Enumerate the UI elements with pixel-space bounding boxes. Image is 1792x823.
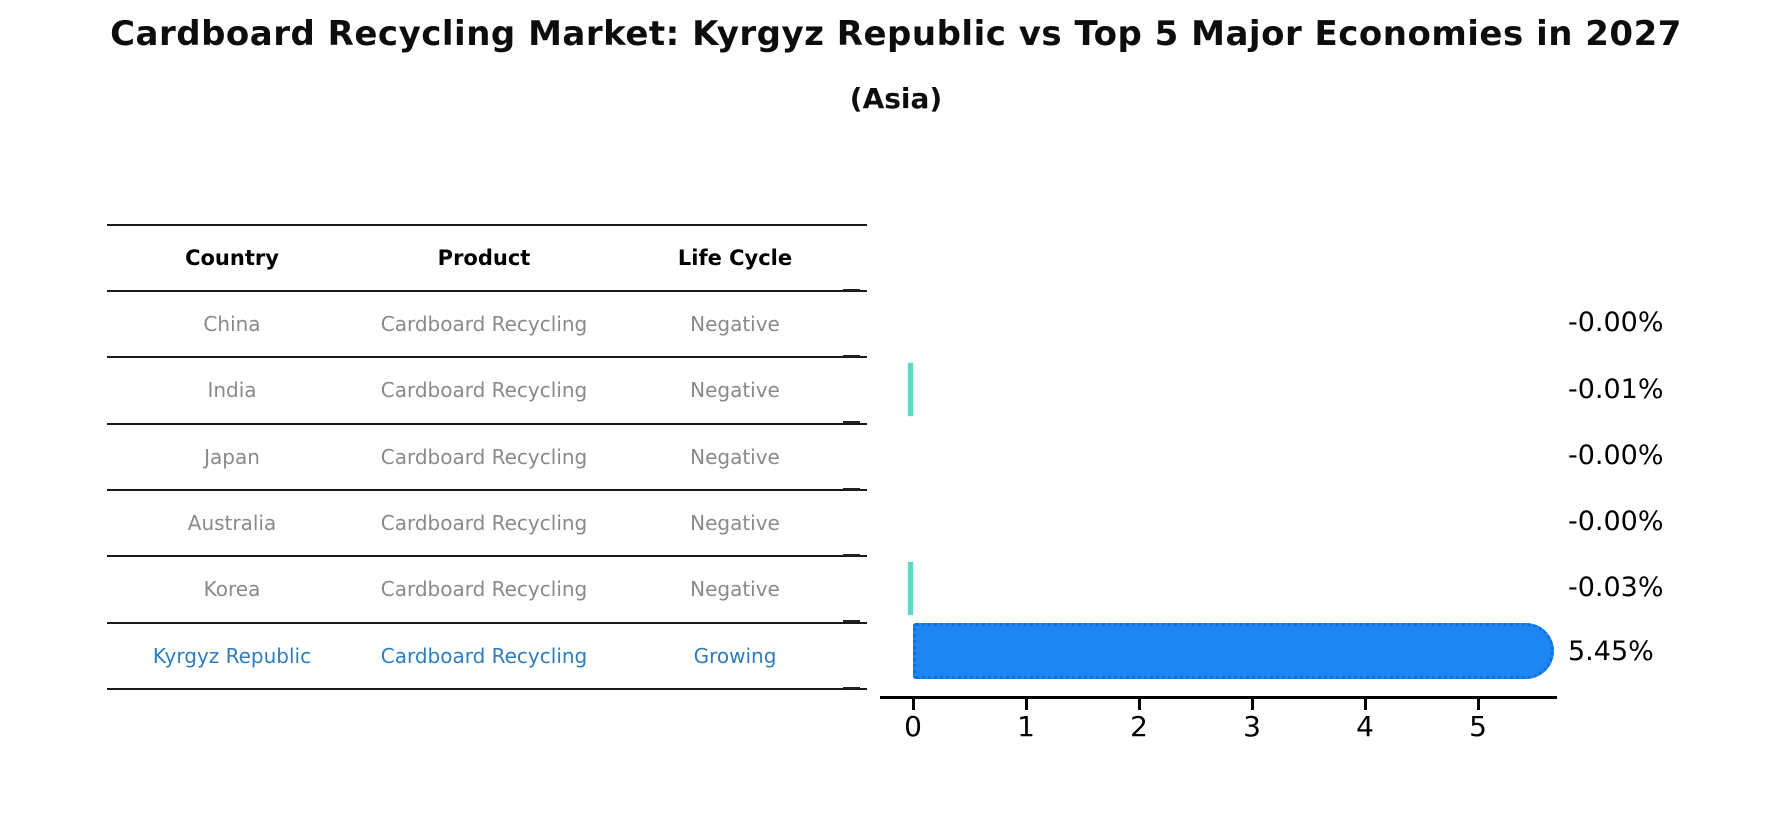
value-label-korea: -0.03% bbox=[1568, 572, 1664, 603]
value-label-japan: -0.00% bbox=[1568, 440, 1664, 471]
table-cell-product: Cardboard Recycling bbox=[380, 445, 588, 469]
x-tick-label-1: 1 bbox=[1017, 710, 1035, 743]
table-header-row: Country Product Life Cycle bbox=[107, 226, 867, 290]
table-row-australia: Australia Cardboard Recycling Negative bbox=[107, 491, 867, 555]
x-axis-tick bbox=[1251, 699, 1254, 710]
table-line bbox=[107, 290, 867, 292]
x-axis-tick bbox=[1138, 699, 1141, 710]
table-header-product: Product bbox=[437, 246, 531, 270]
table-cell-product: Cardboard Recycling bbox=[380, 511, 588, 535]
bar-india bbox=[908, 363, 913, 416]
table-cell-country: Australia bbox=[187, 511, 277, 535]
x-tick-label-0: 0 bbox=[904, 710, 922, 743]
table-cell-product: Cardboard Recycling bbox=[380, 577, 588, 601]
table-cell-country: Kyrgyz Republic bbox=[152, 644, 312, 668]
x-tick-label-2: 2 bbox=[1130, 710, 1148, 743]
table-line bbox=[107, 489, 867, 491]
bar-kyrgyz-republic bbox=[913, 623, 1554, 679]
table-cell-life-cycle: Negative bbox=[690, 378, 780, 402]
x-tick-label-5: 5 bbox=[1469, 710, 1487, 743]
table-cell-life-cycle: Negative bbox=[690, 577, 780, 601]
value-label-australia: -0.00% bbox=[1568, 506, 1664, 537]
x-axis-tick bbox=[1477, 699, 1480, 710]
table-cell-product: Cardboard Recycling bbox=[380, 378, 588, 402]
page-subtitle: (Asia) bbox=[849, 82, 943, 115]
value-label-kyrgyz-republic: 5.45% bbox=[1568, 636, 1654, 667]
table-cell-life-cycle: Negative bbox=[690, 445, 780, 469]
x-tick-label-4: 4 bbox=[1356, 710, 1374, 743]
comparison-table: Country Product Life Cycle China Cardboa… bbox=[107, 224, 867, 690]
table-header-country: Country bbox=[185, 246, 279, 270]
table-row-china: China Cardboard Recycling Negative bbox=[107, 292, 867, 356]
table-cell-life-cycle: Negative bbox=[690, 511, 780, 535]
table-line bbox=[107, 423, 867, 425]
y-axis-tick bbox=[843, 687, 860, 689]
table-row-kyrgyz-republic: Kyrgyz Republic Cardboard Recycling Grow… bbox=[107, 624, 867, 688]
x-axis-line bbox=[880, 696, 1557, 699]
table-cell-life-cycle: Negative bbox=[690, 312, 780, 336]
table-line bbox=[107, 555, 867, 557]
table-line bbox=[107, 688, 867, 690]
table-cell-life-cycle: Growing bbox=[693, 644, 777, 668]
y-axis-tick bbox=[843, 554, 860, 556]
x-axis-tick bbox=[912, 699, 915, 710]
table-cell-country: Korea bbox=[203, 577, 261, 601]
table-line bbox=[107, 224, 867, 226]
y-axis-tick bbox=[843, 421, 860, 423]
table-cell-country: Japan bbox=[204, 445, 260, 469]
y-axis-tick bbox=[843, 620, 860, 622]
value-label-india: -0.01% bbox=[1568, 374, 1664, 405]
table-row-india: India Cardboard Recycling Negative bbox=[107, 358, 867, 423]
x-axis-tick bbox=[1364, 699, 1367, 710]
table-cell-product: Cardboard Recycling bbox=[380, 644, 588, 668]
y-axis-tick bbox=[843, 488, 860, 490]
y-axis-tick bbox=[843, 355, 860, 357]
table-cell-country: China bbox=[203, 312, 261, 336]
table-header-life-cycle: Life Cycle bbox=[677, 246, 793, 270]
table-line bbox=[107, 622, 867, 624]
x-axis-tick bbox=[1025, 699, 1028, 710]
table-row-korea: Korea Cardboard Recycling Negative bbox=[107, 557, 867, 622]
x-tick-label-3: 3 bbox=[1243, 710, 1261, 743]
bar-korea bbox=[908, 562, 913, 615]
table-cell-country: India bbox=[207, 378, 257, 402]
page-title: Cardboard Recycling Market: Kyrgyz Repub… bbox=[110, 14, 1682, 54]
table-line bbox=[107, 356, 867, 358]
value-label-china: -0.00% bbox=[1568, 307, 1664, 338]
table-row-japan: Japan Cardboard Recycling Negative bbox=[107, 425, 867, 489]
y-axis-tick bbox=[843, 289, 860, 291]
table-cell-product: Cardboard Recycling bbox=[380, 312, 588, 336]
